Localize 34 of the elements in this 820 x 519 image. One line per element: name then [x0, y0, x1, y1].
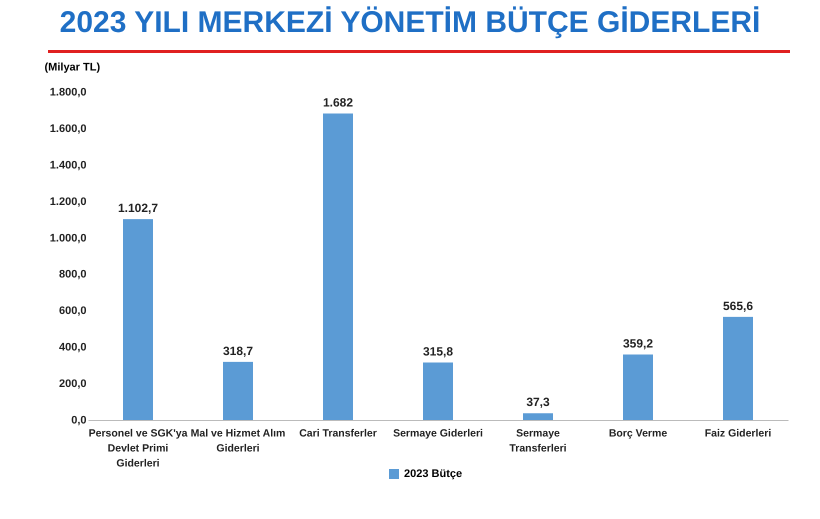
data-label: 359,2 — [622, 336, 654, 351]
y-tick-label: 0,0 — [71, 414, 86, 426]
x-tick-label: Mal ve Hizmet Alım Giderleri — [190, 428, 286, 454]
chart-title: 2023 YILI MERKEZİ YÖNETİM BÜTÇE GİDERLERİ — [58, 6, 762, 40]
data-label: 1.102,7 — [118, 201, 158, 216]
bar — [623, 354, 653, 420]
x-tick-label: Personel ve SGK'ya Devlet Primi Giderleri — [88, 428, 188, 470]
bar — [123, 219, 153, 420]
x-tick-label: Borç Verme — [608, 428, 668, 440]
bar — [523, 413, 553, 420]
y-tick-label: 1.200,0 — [50, 196, 86, 208]
bar — [423, 362, 453, 420]
x-tick-label: Sermaye Giderleri — [393, 428, 484, 440]
y-axis-title: (Milyar TL) — [44, 62, 100, 74]
x-tick-label: Cari Transferler — [299, 428, 377, 440]
y-tick-label: 1.000,0 — [50, 232, 86, 244]
data-label: 565,6 — [722, 298, 754, 313]
y-tick-label: 1.400,0 — [50, 159, 86, 172]
x-tick-label: Faiz Giderleri — [704, 428, 772, 440]
bar — [223, 362, 253, 420]
y-tick-label: 800,0 — [58, 268, 86, 281]
y-tick-label: 1.800,0 — [50, 86, 86, 98]
data-label: 37,3 — [526, 395, 550, 410]
bar — [323, 114, 353, 420]
y-tick-label: 1.600,0 — [50, 122, 86, 135]
y-tick-label: 400,0 — [58, 342, 86, 354]
data-label: 1.682 — [322, 96, 354, 110]
y-tick-label: 600,0 — [58, 305, 86, 318]
x-tick-label: Sermaye Transferleri — [509, 428, 567, 454]
y-tick-label: 200,0 — [58, 378, 86, 390]
bar — [723, 316, 753, 420]
legend-label: 2023 Bütçe — [404, 468, 462, 480]
data-label: 315,8 — [422, 344, 454, 358]
data-label: 318,7 — [222, 344, 254, 358]
